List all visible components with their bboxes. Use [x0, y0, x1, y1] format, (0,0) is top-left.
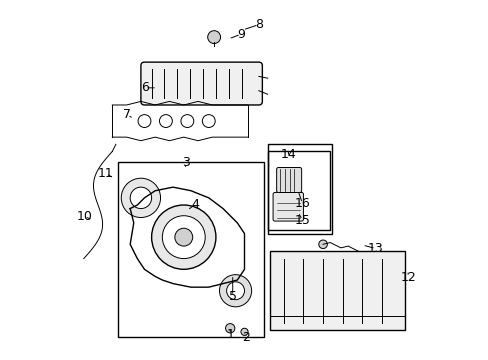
Text: 5: 5 [228, 289, 236, 303]
Text: 10: 10 [76, 210, 92, 223]
Circle shape [202, 114, 215, 127]
Circle shape [175, 228, 192, 246]
Text: 12: 12 [399, 271, 415, 284]
Text: 15: 15 [294, 213, 310, 226]
Text: 9: 9 [237, 28, 244, 41]
Circle shape [121, 178, 160, 217]
Text: 16: 16 [294, 197, 309, 210]
Circle shape [241, 328, 247, 336]
Text: 8: 8 [254, 18, 262, 31]
Text: 1: 1 [226, 328, 234, 341]
Circle shape [151, 205, 216, 269]
Circle shape [159, 114, 172, 127]
Circle shape [162, 216, 205, 258]
Bar [267, 152, 329, 230]
Bar [269, 251, 405, 330]
Circle shape [226, 282, 244, 300]
Text: 3: 3 [181, 156, 189, 169]
Text: 4: 4 [191, 198, 199, 211]
Text: 14: 14 [280, 148, 296, 161]
Circle shape [181, 114, 193, 127]
Text: 13: 13 [367, 242, 383, 255]
Circle shape [130, 187, 151, 208]
Circle shape [225, 324, 234, 333]
FancyBboxPatch shape [272, 193, 303, 221]
Circle shape [219, 275, 251, 307]
Circle shape [318, 240, 326, 249]
FancyBboxPatch shape [141, 62, 262, 105]
Text: 2: 2 [242, 332, 250, 345]
Bar [118, 162, 264, 337]
Text: 7: 7 [123, 108, 131, 121]
FancyBboxPatch shape [276, 167, 301, 193]
Bar [267, 144, 331, 234]
Text: 6: 6 [141, 81, 149, 94]
Circle shape [207, 31, 220, 44]
Circle shape [138, 114, 151, 127]
Text: 11: 11 [98, 167, 114, 180]
